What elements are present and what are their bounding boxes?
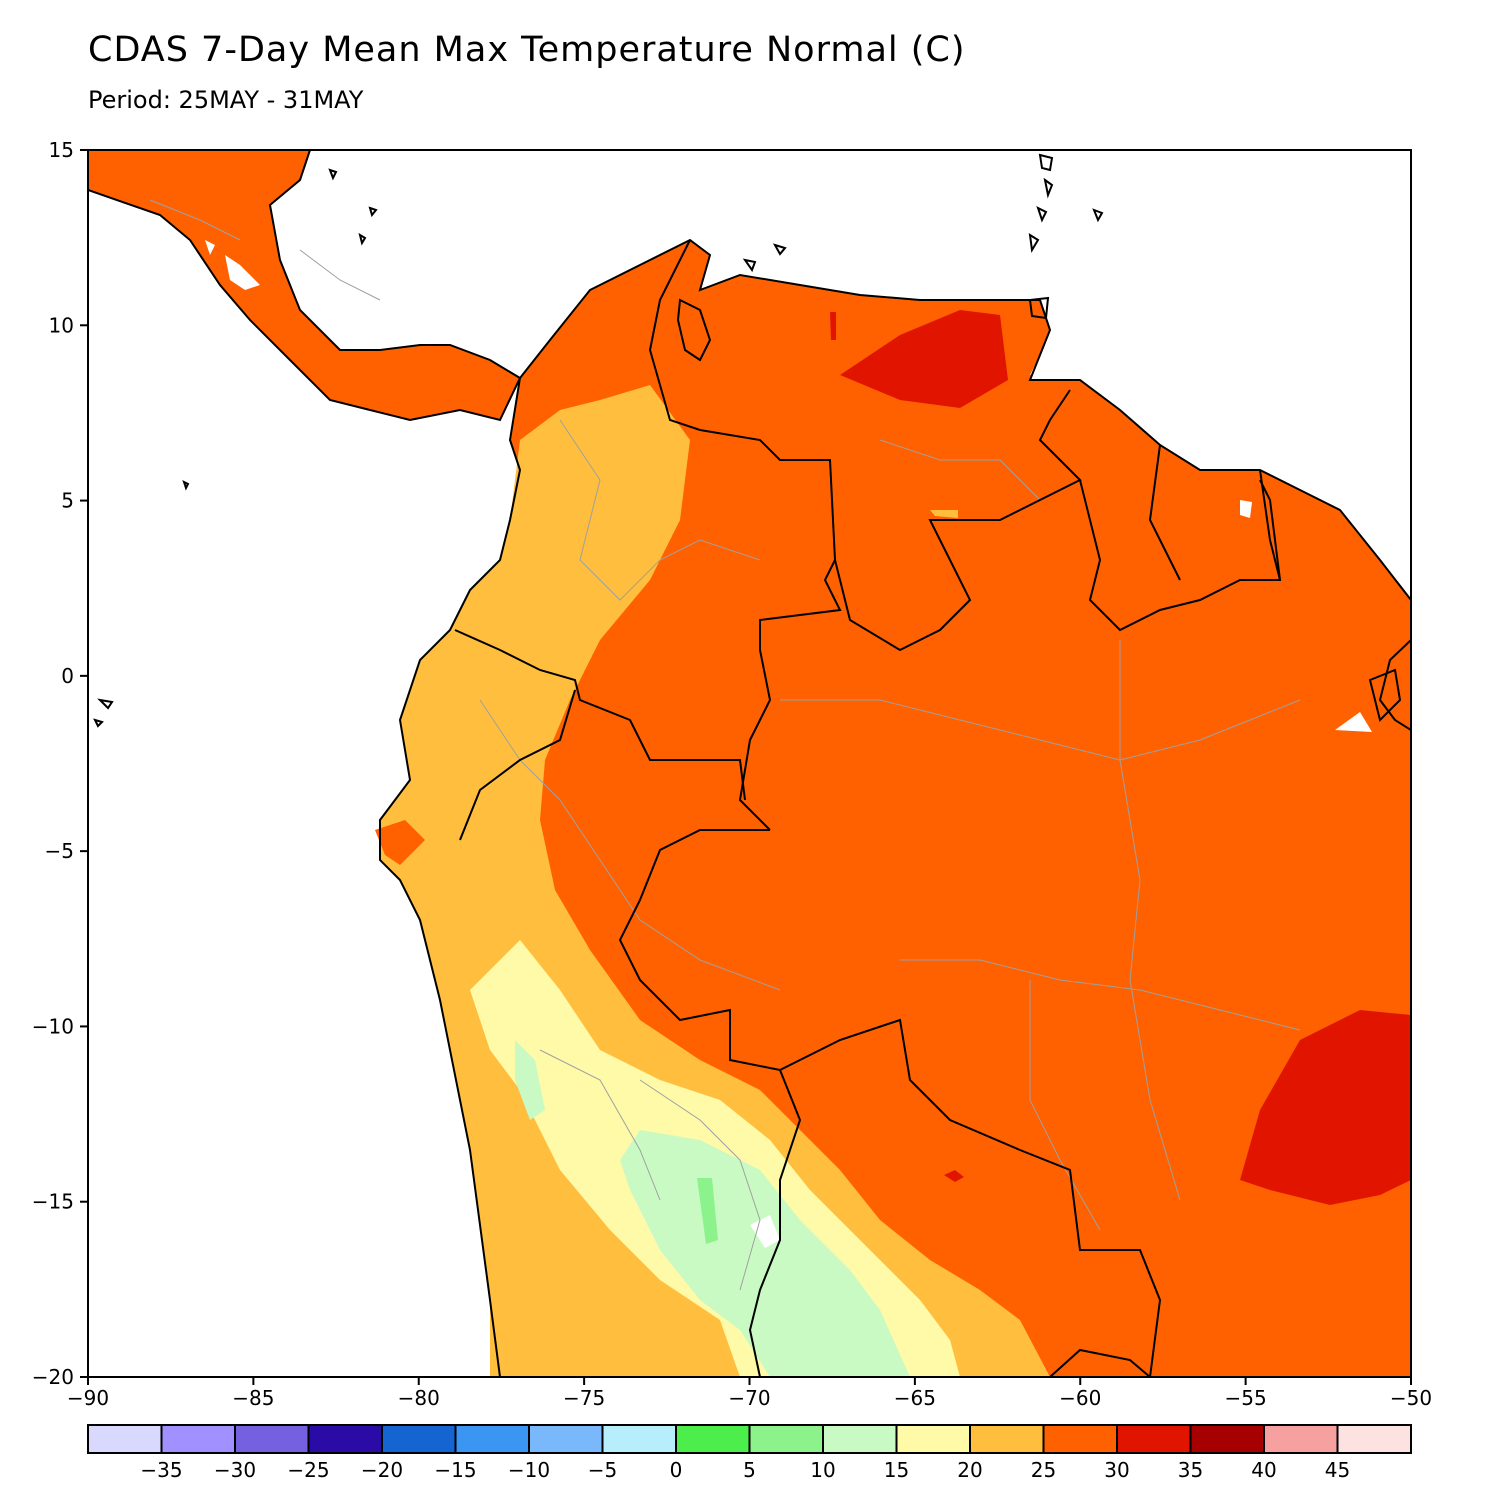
lat-tick-label: −10 (32, 1014, 74, 1038)
region-25-30-patch (930, 510, 958, 518)
colorbar-swatch (454, 1424, 530, 1454)
region-35-40 (830, 310, 1411, 1205)
colorbar-swatch (87, 1424, 163, 1454)
lat-tick-label: 10 (49, 313, 74, 337)
lat-tick-label: 5 (61, 489, 74, 513)
lat-tick-label: −5 (45, 839, 74, 863)
chart-title: CDAS 7-Day Mean Max Temperature Normal (… (88, 30, 966, 70)
colorbar-swatch (1336, 1424, 1412, 1454)
lon-tick-label: −60 (1059, 1386, 1101, 1410)
state-boundaries (149, 199, 1301, 1291)
colorbar-label: 30 (1104, 1458, 1129, 1482)
colorbar-label: 40 (1251, 1458, 1276, 1482)
missing-data-patches (205, 240, 1372, 1248)
colorbar-swatch (528, 1424, 604, 1454)
lat-tick-label: 0 (61, 664, 74, 688)
colorbar-swatch (748, 1424, 824, 1454)
colorbar-label: −20 (361, 1458, 403, 1482)
colorbar-label: 5 (743, 1458, 756, 1482)
colorbar-label: 15 (884, 1458, 909, 1482)
colorbar-label: −10 (508, 1458, 550, 1482)
lon-tick-label: −90 (67, 1386, 109, 1410)
colorbar-label: 20 (957, 1458, 982, 1482)
colorbar-swatch (307, 1424, 383, 1454)
latitude-axis: 15 10 5 0 −5 −10 −15 −20 (32, 138, 88, 1389)
region-10-15 (697, 1178, 718, 1244)
colorbar-label: −15 (434, 1458, 476, 1482)
lon-tick-label: −75 (563, 1386, 605, 1410)
colorbar-label: 25 (1031, 1458, 1056, 1482)
chart-subtitle: Period: 25MAY - 31MAY (88, 86, 364, 114)
colorbar-swatch (160, 1424, 236, 1454)
colorbar-swatch (895, 1424, 971, 1454)
colorbar-label: 45 (1325, 1458, 1350, 1482)
colorbar-swatch (822, 1424, 898, 1454)
longitude-axis: −90 −85 −80 −75 −70 −65 −60 −55 −50 (67, 1377, 1432, 1410)
colorbar-swatch (969, 1424, 1045, 1454)
country-boundaries (88, 150, 1411, 1377)
colorbar-swatch (675, 1424, 751, 1454)
colorbar-swatch (1042, 1424, 1118, 1454)
colorbar-swatch (1116, 1424, 1192, 1454)
colorbar-swatch (1263, 1424, 1339, 1454)
lon-tick-label: −85 (232, 1386, 274, 1410)
lon-tick-label: −55 (1225, 1386, 1267, 1410)
lon-tick-label: −65 (894, 1386, 936, 1410)
lon-tick-label: −80 (398, 1386, 440, 1410)
colorbar-swatch (1189, 1424, 1265, 1454)
lat-tick-label: −20 (32, 1365, 74, 1389)
colorbar: −35 −30 −25 −20 −15 −10 −5 0 5 10 15 20 25 30 35 40 45 (87, 1424, 1412, 1482)
region-30-35-patch (375, 820, 425, 865)
colorbar-swatch (601, 1424, 677, 1454)
lat-tick-label: 15 (49, 138, 74, 162)
colorbar-label: −5 (588, 1458, 617, 1482)
region-15-20 (515, 1040, 910, 1377)
colorbar-label: −35 (140, 1458, 182, 1482)
lon-tick-label: −70 (728, 1386, 770, 1410)
lat-tick-label: −15 (32, 1190, 74, 1214)
colorbar-label: −30 (214, 1458, 256, 1482)
colorbar-swatch (234, 1424, 310, 1454)
colorbar-label: 10 (810, 1458, 835, 1482)
colorbar-label: 0 (670, 1458, 683, 1482)
colorbar-label: 35 (1178, 1458, 1203, 1482)
colorbar-label: −25 (287, 1458, 329, 1482)
lon-tick-label: −50 (1390, 1386, 1432, 1410)
colorbar-swatch (381, 1424, 457, 1454)
